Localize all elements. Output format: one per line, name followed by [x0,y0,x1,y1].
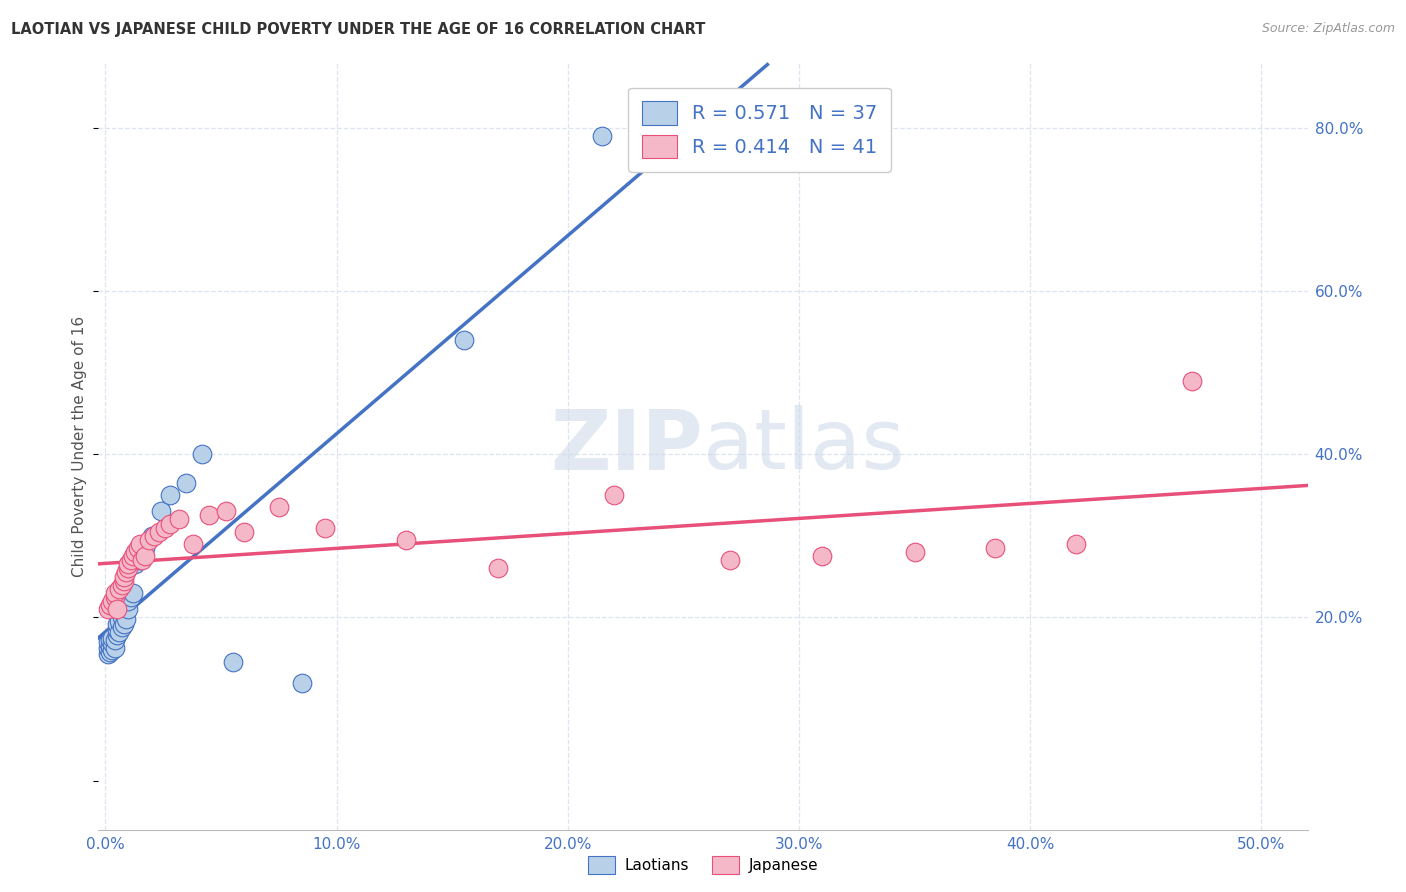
Point [108,615,131,629]
Point [155,520,177,534]
Point [97,602,120,616]
Point [267,500,290,515]
Point [115,566,138,580]
Point [105,602,128,616]
Point [108,625,131,640]
Text: LAOTIAN VS JAPANESE CHILD POVERTY UNDER THE AGE OF 16 CORRELATION CHART: LAOTIAN VS JAPANESE CHILD POVERTY UNDER … [11,22,706,37]
Point [134,549,156,564]
Point [98,645,121,659]
Point [395,533,418,547]
Point [129,553,152,567]
Point [97,641,120,656]
Point [97,635,120,649]
Point [174,475,197,490]
Point [486,561,509,575]
Legend: R = 0.571   N = 37, R = 0.414   N = 41: R = 0.571 N = 37, R = 0.414 N = 41 [628,87,891,172]
Point [169,512,191,526]
Point [115,612,138,626]
Point [453,333,475,347]
Text: atlas: atlas [703,406,904,486]
Point [191,447,214,461]
Point [129,537,152,551]
Point [105,628,128,642]
Legend: Laotians, Japanese: Laotians, Japanese [582,850,824,880]
Point [120,553,142,567]
Point [104,633,127,648]
Point [101,643,124,657]
Point [104,586,127,600]
Point [131,553,153,567]
Point [108,582,131,596]
Point [117,558,139,572]
Point [117,594,139,608]
Point [138,533,160,547]
Point [105,623,128,637]
Point [110,578,132,592]
Point [101,594,124,608]
Point [104,640,127,655]
Point [159,516,181,531]
Point [110,620,132,634]
Point [233,524,256,539]
Point [198,508,221,523]
Point [221,655,243,669]
Point [117,561,139,575]
Point [811,549,834,564]
Text: Source: ZipAtlas.com: Source: ZipAtlas.com [1261,22,1395,36]
Point [603,488,626,502]
Point [1066,537,1088,551]
Point [134,541,156,555]
Point [112,569,135,583]
Point [314,520,336,534]
Y-axis label: Child Poverty Under the Age of 16: Child Poverty Under the Age of 16 [72,316,87,576]
Point [101,631,124,645]
Point [148,524,170,539]
Point [122,549,145,564]
Point [104,590,127,604]
Point [1181,374,1204,388]
Point [149,504,172,518]
Point [110,610,132,624]
Point [141,529,163,543]
Point [112,616,135,631]
Text: ZIP: ZIP [551,406,703,486]
Point [98,598,121,612]
Point [101,636,124,650]
Point [984,541,1007,555]
Point [142,529,165,543]
Point [122,586,145,600]
Point [124,545,146,559]
Point [105,616,128,631]
Point [124,558,146,572]
Point [214,504,236,518]
Point [718,553,741,567]
Point [117,602,139,616]
Point [98,639,121,653]
Point [159,488,181,502]
Point [112,574,135,588]
Point [903,545,925,559]
Point [112,607,135,621]
Point [97,647,120,661]
Point [291,675,314,690]
Point [120,590,142,604]
Point [591,128,613,143]
Point [127,541,149,555]
Point [98,633,121,648]
Point [181,537,204,551]
